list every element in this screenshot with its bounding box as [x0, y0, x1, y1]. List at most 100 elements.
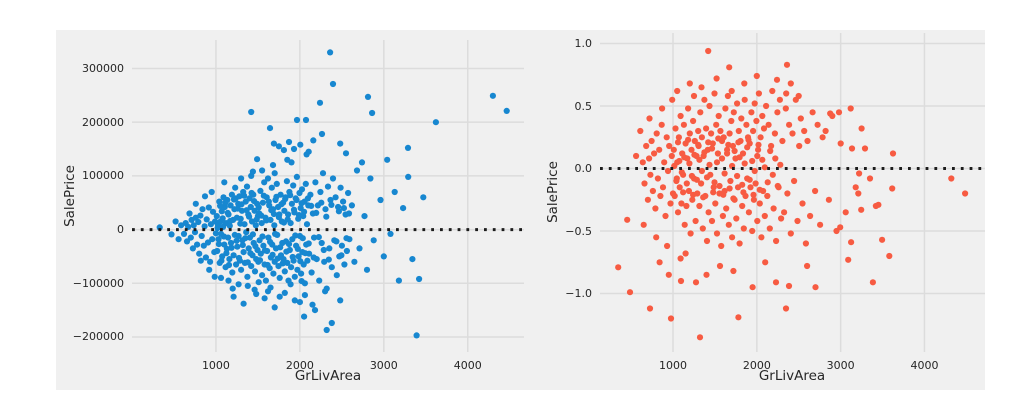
data-point: [776, 96, 783, 103]
data-point: [759, 112, 766, 120]
data-point: [728, 87, 735, 95]
data-point: [238, 201, 245, 208]
data-point: [799, 200, 806, 207]
data-point: [766, 225, 773, 232]
data-point: [243, 207, 250, 214]
data-point: [769, 87, 776, 95]
data-point: [258, 220, 265, 227]
data-point: [665, 271, 672, 278]
data-point: [273, 193, 280, 200]
data-point: [247, 250, 254, 257]
data-point: [713, 159, 721, 166]
data-point: [172, 218, 179, 225]
x-tick-label: 3000: [369, 359, 398, 372]
data-point: [205, 204, 212, 211]
data-point: [232, 184, 239, 191]
data-point: [340, 198, 347, 205]
data-point: [265, 198, 272, 205]
data-point: [283, 178, 290, 185]
data-point: [680, 189, 687, 196]
data-point: [345, 189, 352, 197]
data-point: [226, 222, 233, 229]
data-point: [735, 139, 742, 146]
data-point: [772, 155, 779, 162]
data-point: [420, 194, 427, 201]
data-point: [207, 258, 214, 265]
data-point: [948, 175, 955, 182]
data-point: [750, 196, 757, 203]
data-point: [245, 245, 252, 252]
data-point: [829, 112, 836, 120]
data-point: [271, 170, 278, 177]
data-point: [244, 259, 251, 266]
data-point: [274, 255, 281, 262]
data-point: [751, 167, 758, 175]
data-point: [235, 232, 242, 240]
data-point: [309, 301, 316, 308]
data-point: [270, 270, 277, 277]
data-point: [282, 195, 289, 203]
data-point: [281, 268, 288, 275]
data-point: [323, 213, 330, 220]
data-point: [680, 121, 687, 128]
data-point: [293, 116, 301, 124]
data-point: [287, 281, 294, 288]
data-point: [795, 92, 802, 100]
x-tick-label: 1000: [201, 359, 230, 372]
data-point: [695, 141, 702, 148]
data-point: [785, 282, 793, 290]
data-point: [380, 253, 387, 260]
data-point: [666, 142, 673, 150]
data-point: [239, 242, 246, 249]
right-plot-area: [600, 33, 985, 352]
data-point: [797, 115, 804, 122]
data-point: [273, 180, 280, 187]
data-point: [280, 147, 287, 154]
data-point: [685, 187, 692, 195]
data-point: [223, 250, 230, 257]
data-point: [710, 184, 717, 191]
data-point: [405, 173, 412, 180]
data-point: [703, 125, 710, 132]
data-point: [281, 289, 288, 296]
data-point: [674, 139, 682, 146]
data-point: [197, 257, 204, 264]
data-point: [759, 156, 766, 163]
data-point: [658, 121, 665, 128]
data-point: [395, 277, 402, 284]
data-point: [753, 72, 760, 80]
right-x-axis-label: GrLivArea: [758, 368, 826, 384]
data-point: [283, 248, 290, 255]
data-point: [204, 239, 212, 246]
data-point: [416, 275, 423, 283]
data-point: [288, 264, 295, 271]
data-point: [327, 196, 334, 204]
data-point: [683, 202, 690, 210]
data-point: [194, 241, 201, 248]
data-point: [227, 217, 234, 225]
data-point: [318, 199, 325, 206]
data-point: [235, 254, 243, 262]
data-point: [713, 230, 721, 237]
data-point: [196, 250, 203, 257]
data-point: [708, 130, 715, 137]
data-point: [708, 217, 716, 225]
y-tick-label: 200000: [82, 115, 124, 129]
y-tick-label: 0: [117, 223, 124, 237]
data-point: [734, 172, 741, 180]
data-point: [773, 237, 780, 245]
data-point: [886, 252, 893, 260]
data-point: [333, 238, 340, 245]
data-point: [295, 212, 303, 219]
y-tick-label: 0.5: [574, 99, 593, 113]
data-point: [705, 209, 712, 216]
data-point: [238, 266, 245, 273]
data-point: [681, 221, 688, 228]
data-point: [391, 188, 398, 196]
data-point: [311, 234, 318, 241]
data-point: [640, 221, 647, 228]
data-point: [218, 208, 225, 215]
data-point: [791, 177, 798, 185]
data-point: [693, 176, 700, 183]
